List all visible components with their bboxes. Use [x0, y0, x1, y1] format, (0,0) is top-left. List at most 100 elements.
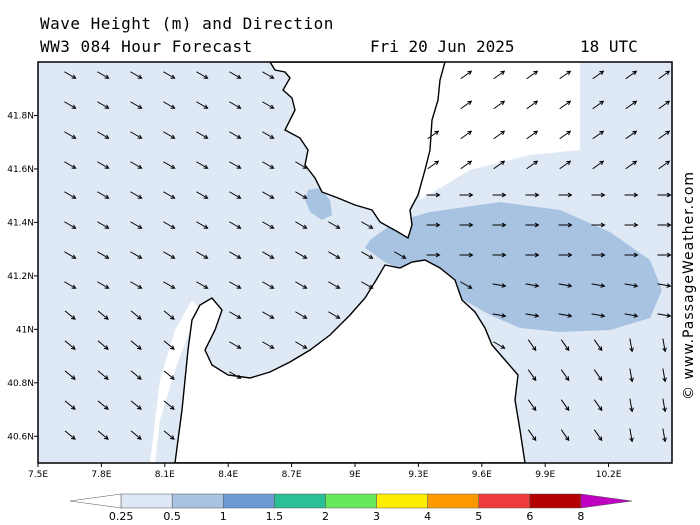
wave-arrow [295, 281, 308, 289]
wave-arrow [492, 313, 507, 318]
corsica-land [269, 62, 446, 240]
wave-arrow [97, 221, 110, 229]
wave-arrow [328, 311, 341, 319]
wave-arrow [525, 313, 540, 318]
wave-arrow [295, 191, 308, 199]
wave-arrow [525, 283, 540, 288]
wave-arrow [196, 161, 209, 169]
wave-arrow [97, 161, 110, 169]
wave-arrow [527, 429, 537, 442]
wave-arrow [97, 101, 110, 109]
wave-arrow [229, 251, 242, 259]
wave-arrow [295, 161, 308, 169]
wave-arrow [559, 160, 572, 170]
wave-arrow [625, 70, 638, 80]
wave-arrow [593, 429, 603, 442]
wave-arrow [658, 130, 671, 140]
wave-arrow [591, 192, 606, 198]
wave-arrow [560, 369, 570, 382]
wave-arrow [591, 283, 606, 288]
wave-arrow [625, 100, 638, 110]
wave-arrow [130, 161, 143, 169]
wave-arrow [196, 131, 209, 139]
wave-arrow [97, 430, 109, 440]
lon-tick-label: 8.7E [282, 470, 302, 480]
wave-arrow [460, 70, 473, 80]
wave-arrow [262, 131, 275, 139]
wave-arrow [130, 281, 143, 289]
wave-arrow [64, 281, 77, 289]
wave-arrow [163, 101, 176, 109]
wave-arrow [625, 130, 638, 140]
wave-arrow [493, 70, 506, 80]
wave-arrow [662, 368, 667, 383]
wave-arrow [662, 398, 667, 413]
wave-arrow [262, 311, 275, 319]
wave-arrow [460, 130, 473, 140]
wave-arrow [558, 192, 573, 198]
wave-arrow [559, 100, 572, 110]
wave-arrow [624, 313, 639, 318]
wave-arrow [525, 222, 540, 228]
wave-arrow [657, 222, 672, 228]
wave-arrow [527, 399, 537, 412]
wave-arrow [163, 400, 175, 410]
wave-arrow [64, 400, 76, 410]
wave-arrow [163, 131, 176, 139]
wave-arrow [163, 340, 175, 350]
wave-arrow [593, 369, 603, 382]
wave-arrow [97, 71, 110, 79]
wave-arrow [97, 400, 109, 410]
wave-arrow [196, 71, 209, 79]
wave-arrow [558, 283, 573, 288]
wave-contour-1m-small [305, 188, 332, 220]
wave-arrow [662, 428, 667, 443]
wave-arrow [593, 339, 603, 352]
wave-arrow [295, 221, 308, 229]
wave-arrow [328, 251, 341, 259]
wave-arrow [492, 252, 507, 258]
wave-arrow [97, 310, 109, 320]
wave-arrow [657, 252, 672, 258]
wave-arrow [163, 281, 176, 289]
wave-arrow [262, 71, 275, 79]
wave-arrow [97, 281, 110, 289]
wave-arrow [130, 221, 143, 229]
sardinia-land [174, 259, 526, 463]
wave-arrow [64, 131, 77, 139]
wave-arrow [662, 338, 667, 353]
wave-arrow [328, 221, 341, 229]
lon-tick-label: 7.8E [91, 470, 111, 480]
wave-arrow [426, 222, 441, 228]
wave-arrow [629, 398, 634, 413]
wave-arrow [492, 222, 507, 228]
wave-arrow [130, 430, 142, 440]
lon-tick-label: 8.1E [155, 470, 175, 480]
lat-tick-label: 40.6N [7, 432, 34, 442]
wave-arrow [130, 101, 143, 109]
wave-arrow [64, 101, 77, 109]
wave-arrow [460, 100, 473, 110]
wave-arrow [163, 71, 176, 79]
wave-arrow [229, 191, 242, 199]
wave-arrow [658, 160, 671, 170]
longitude-axis: 7.5E 7.8E 8.1E 8.4E 8.7E 9E 9.3E 9.6E 9.9E 10.2E [28, 463, 622, 480]
wave-arrow [229, 221, 242, 229]
wave-arrow [592, 130, 605, 140]
wave-arrow [459, 222, 474, 228]
wave-arrow [493, 100, 506, 110]
lon-tick-label: 9.6E [472, 470, 492, 480]
wave-arrow [592, 100, 605, 110]
wave-arrow [262, 341, 275, 349]
wave-arrow [196, 191, 209, 199]
lat-tick-label: 41.2N [7, 272, 34, 282]
wave-arrow [560, 339, 570, 352]
wave-arrow [163, 161, 176, 169]
wave-arrow [526, 70, 539, 80]
chart-title: Wave Height (m) and Direction [40, 14, 334, 33]
wave-arrow [64, 310, 76, 320]
wave-arrow [229, 131, 242, 139]
wave-arrow [493, 130, 506, 140]
wave-arrow [361, 281, 374, 289]
